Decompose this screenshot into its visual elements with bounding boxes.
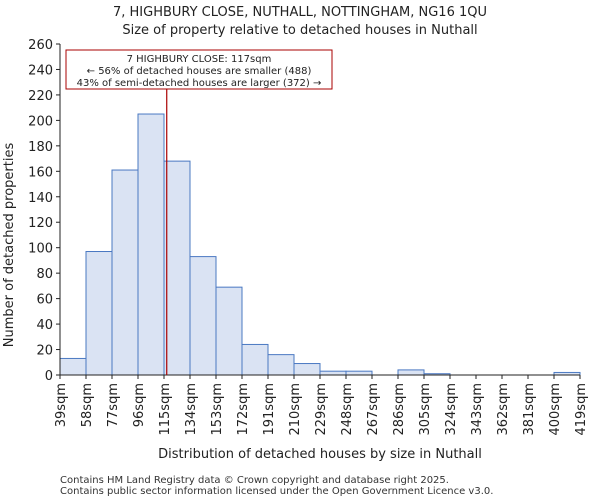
x-tick-label: 305sqm — [418, 383, 433, 436]
y-tick-label: 60 — [36, 293, 53, 308]
chart-subtitle: Size of property relative to detached ho… — [122, 23, 477, 38]
y-tick-label: 260 — [28, 38, 53, 53]
x-tick-label: 248sqm — [340, 383, 355, 436]
x-tick-label: 343sqm — [470, 383, 485, 436]
x-tick-label: 229sqm — [314, 383, 329, 436]
x-ticks: 39sqm 58sqm 77sqm 96sqm 115sqm 134sqm 153sqm 17… — [54, 375, 589, 436]
bar-229sqm — [319, 370, 347, 376]
y-tick-label: 20 — [36, 344, 53, 359]
y-tick-label: 220 — [28, 89, 53, 104]
annotation-line-3: 43% of semi-detached houses are larger (… — [77, 78, 322, 89]
bar-115sqm — [163, 160, 191, 376]
y-tick-label: 40 — [36, 318, 53, 333]
bar-191sqm — [267, 354, 295, 376]
x-tick-label: 172sqm — [236, 383, 251, 436]
chart-title: 7, HIGHBURY CLOSE, NUTHALL, NOTTINGHAM, … — [113, 5, 487, 20]
x-tick-label: 400sqm — [548, 383, 563, 436]
bars — [59, 113, 581, 376]
x-tick-label: 362sqm — [496, 383, 511, 436]
bar-39sqm — [59, 357, 87, 376]
bar-172sqm — [241, 343, 269, 376]
y-ticks: 0 20 40 60 80 100 120 140 160 180 200 220 240 260 — [28, 38, 60, 384]
annotation-line-1: 7 HIGHBURY CLOSE: 117sqm — [127, 54, 272, 65]
bar-58sqm — [85, 251, 113, 376]
x-tick-label: 115sqm — [158, 383, 173, 436]
x-tick-label: 324sqm — [444, 383, 459, 436]
bar-134sqm — [189, 256, 217, 376]
footer-line-1: Contains HM Land Registry data © Crown c… — [60, 475, 449, 486]
x-tick-label: 134sqm — [184, 383, 199, 436]
y-tick-label: 120 — [28, 216, 53, 231]
x-tick-label: 77sqm — [106, 383, 121, 427]
bar-286sqm — [397, 369, 425, 376]
y-tick-label: 140 — [28, 191, 53, 206]
annotation-border — [65, 49, 333, 90]
x-tick-label: 58sqm — [80, 383, 95, 427]
bar-248sqm — [345, 370, 373, 376]
annotation-box: 7 HIGHBURY CLOSE: 117sqm ← 56% of detach… — [65, 49, 333, 90]
x-tick-label: 267sqm — [366, 383, 381, 436]
x-tick-label: 39sqm — [54, 383, 69, 427]
y-tick-label: 180 — [28, 140, 53, 155]
bar-96sqm — [137, 113, 165, 376]
y-tick-label: 0 — [45, 369, 53, 384]
bar-153sqm — [215, 286, 243, 376]
y-tick-label: 80 — [36, 267, 53, 282]
x-tick-label: 286sqm — [392, 383, 407, 436]
x-tick-label: 210sqm — [288, 383, 303, 436]
x-axis-label: Distribution of detached houses by size … — [158, 447, 482, 462]
x-tick-label: 381sqm — [522, 383, 537, 436]
y-axis-label: Number of detached properties — [2, 143, 17, 348]
y-tick-label: 240 — [28, 63, 53, 78]
footer-line-2: Contains public sector information licen… — [60, 486, 493, 497]
y-tick-label: 200 — [28, 114, 53, 129]
bar-77sqm — [111, 169, 139, 376]
y-tick-label: 100 — [28, 242, 53, 257]
x-tick-label: 153sqm — [210, 383, 225, 436]
annotation-line-2: ← 56% of detached houses are smaller (48… — [87, 66, 312, 77]
y-tick-label: 160 — [28, 165, 53, 180]
x-tick-label: 96sqm — [132, 383, 147, 427]
x-tick-label: 419sqm — [574, 383, 589, 436]
x-tick-label: 191sqm — [262, 383, 277, 436]
bar-210sqm — [293, 363, 321, 376]
